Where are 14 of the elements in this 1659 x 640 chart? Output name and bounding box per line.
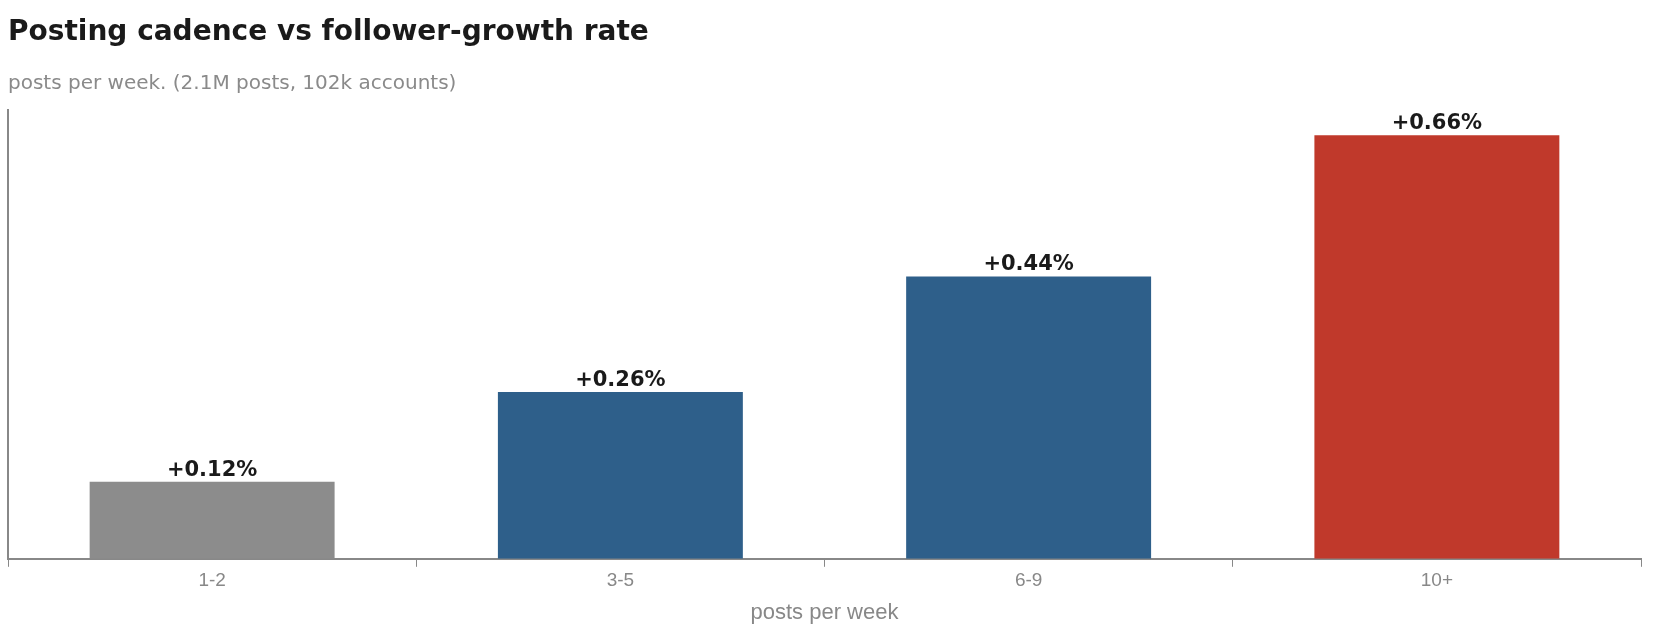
data-label: +0.66% bbox=[1391, 110, 1483, 135]
chart-subtitle: posts per week. (2.1M posts, 102k accounts) bbox=[8, 69, 457, 94]
data-label: +0.44% bbox=[983, 251, 1074, 276]
x-axis-title: posts per week bbox=[750, 598, 900, 624]
x-tick-label: 3-5 bbox=[606, 569, 635, 591]
x-tick-label: 1-2 bbox=[198, 569, 226, 591]
chart-title: Posting cadence vs follower-growth rate bbox=[8, 14, 649, 48]
bar bbox=[1314, 135, 1560, 559]
bar bbox=[497, 391, 743, 559]
data-label: +0.12% bbox=[166, 456, 258, 481]
x-tick-label: 10+ bbox=[1420, 569, 1453, 591]
data-label: +0.26% bbox=[575, 366, 666, 391]
x-tick-label: 6-9 bbox=[1014, 569, 1043, 591]
bar bbox=[906, 276, 1152, 559]
